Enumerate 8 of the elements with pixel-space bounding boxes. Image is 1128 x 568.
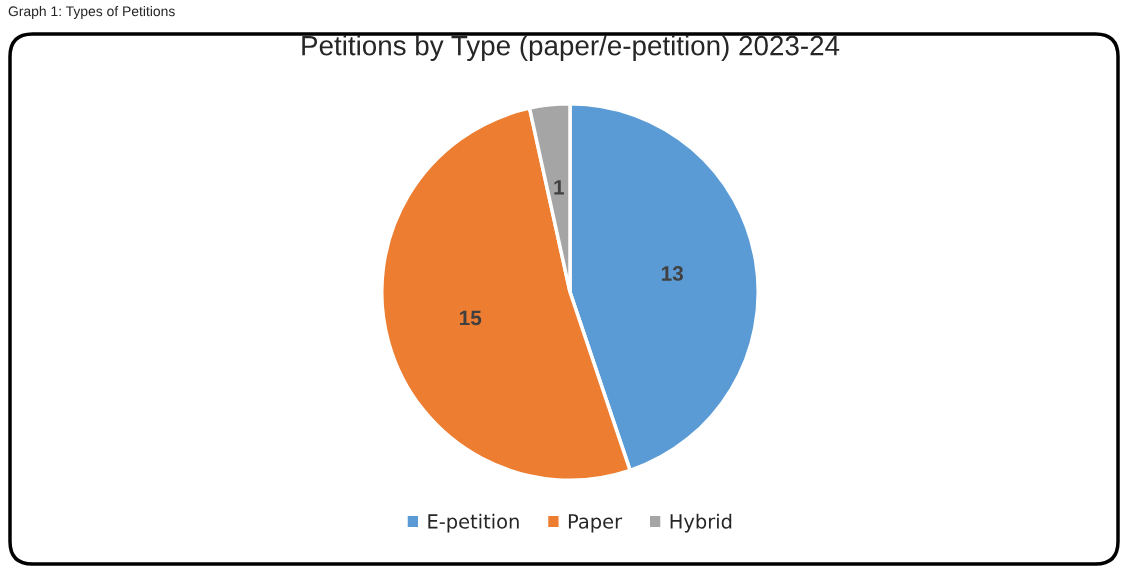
legend-label: E-petition — [428, 513, 519, 533]
data-label: 15 — [459, 310, 482, 326]
chart-title: Petitions by Type (paper/e-petition) 2023-24 — [302, 35, 840, 61]
legend-label: Hybrid — [670, 513, 732, 533]
data-label: 1 — [554, 180, 565, 195]
data-label: 13 — [661, 266, 683, 281]
legend-label: Paper — [568, 514, 623, 533]
caption: Graph 1: Types of Petitions — [8, 6, 175, 19]
